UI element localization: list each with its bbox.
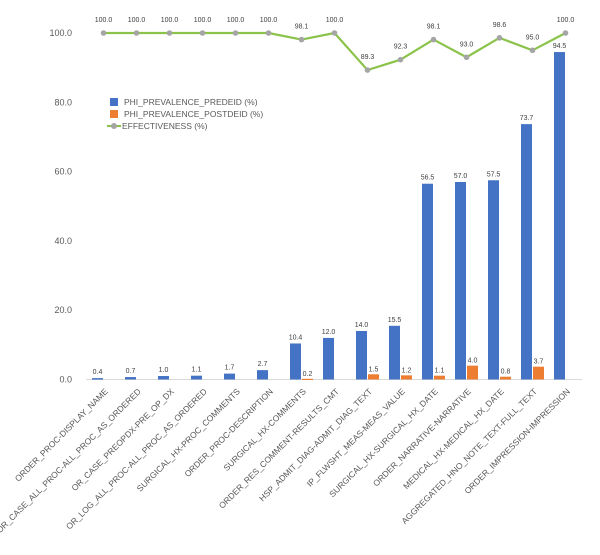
legend-swatch-predeid [110, 98, 118, 106]
bar-predeid[interactable] [125, 377, 136, 380]
bar-predeid[interactable] [290, 343, 301, 380]
effectiveness-label: 95.0 [526, 34, 540, 41]
bar-postdeid[interactable] [401, 375, 412, 380]
bar-postdeid[interactable] [434, 375, 445, 380]
bar-label-postdeid: 1.2 [402, 367, 412, 374]
bar-label-predeid: 15.5 [388, 317, 402, 324]
bar-predeid[interactable] [92, 378, 103, 380]
bar-postdeid[interactable] [467, 365, 478, 380]
legend-label-postdeid: PHI_PREVALENCE_POSTDEID (%) [124, 109, 264, 119]
effectiveness-label: 100.0 [227, 17, 245, 24]
bar-predeid[interactable] [323, 337, 334, 380]
effectiveness-label: 98.1 [295, 24, 309, 31]
bar-predeid[interactable] [158, 376, 169, 380]
bar-label-predeid: 1.1 [192, 367, 202, 374]
bar-predeid[interactable] [521, 124, 532, 380]
effectiveness-point[interactable] [232, 30, 239, 36]
legend-swatch-effectiveness [107, 123, 121, 129]
legend-label-effectiveness: EFFECTIVENESS (%) [122, 121, 208, 131]
bar-postdeid[interactable] [302, 378, 313, 381]
bar-predeid[interactable] [488, 180, 499, 380]
effectiveness-point[interactable] [364, 67, 371, 73]
bar-label-predeid: 14.0 [355, 322, 369, 329]
bar-label-postdeid: 4.0 [468, 358, 478, 365]
bar-label-postdeid: 1.5 [369, 366, 379, 373]
effectiveness-label: 100.0 [194, 17, 212, 24]
effectiveness-point[interactable] [133, 30, 140, 36]
effectiveness-point[interactable] [265, 30, 272, 36]
bar-predeid[interactable] [224, 373, 235, 380]
effectiveness-line-layer: 100.0 100.0 100.0 100.0 100.0 100.0 98.1 100.0 8… [95, 17, 575, 73]
legend-label-predeid: PHI_PREVALENCE_PREDEID (%) [124, 97, 258, 107]
bar-label-predeid: 1.0 [159, 367, 169, 374]
effectiveness-point[interactable] [100, 30, 107, 36]
x-labels-layer: ORDER_PROC-DISPLAY_NAMEOR_CASE_ALL_PROC-… [0, 386, 572, 535]
effectiveness-point[interactable] [430, 36, 437, 43]
effectiveness-label: 98.6 [493, 22, 507, 29]
bar-label-predeid: 94.5 [553, 43, 567, 50]
effectiveness-label: 100.0 [260, 17, 278, 24]
effectiveness-label: 100.0 [557, 17, 575, 24]
bar-predeid[interactable] [455, 181, 466, 380]
bar-label-predeid: 12.0 [322, 329, 336, 336]
bar-label-predeid: 57.5 [487, 171, 501, 178]
bar-label-predeid: 0.4 [93, 369, 103, 376]
effectiveness-point[interactable] [331, 30, 338, 36]
bar-predeid[interactable] [422, 183, 433, 380]
bar-predeid[interactable] [257, 370, 268, 380]
bar-label-predeid: 57.0 [454, 173, 468, 180]
bar-labels-layer: 0.4 0.7 1.0 1.1 1.7 2.7 10.4 0.2 12.0 14.0 1.5 15.5… [93, 43, 567, 378]
effectiveness-label: 100.0 [95, 17, 113, 24]
effectiveness-point[interactable] [529, 47, 536, 54]
bar-predeid[interactable] [356, 330, 367, 380]
bar-postdeid[interactable] [533, 366, 544, 380]
bars-layer [92, 52, 565, 381]
bar-label-postdeid: 0.8 [501, 369, 511, 376]
legend: PHI_PREVALENCE_PREDEID (%) PHI_PREVALENC… [107, 96, 263, 132]
y-tick-label: 100.0 [49, 28, 72, 38]
effectiveness-label: 89.3 [361, 54, 375, 61]
effectiveness-point[interactable] [397, 56, 404, 63]
y-tick-label: 80.0 [54, 97, 72, 107]
y-tick-label: 40.0 [54, 236, 72, 246]
legend-item-effectiveness[interactable]: EFFECTIVENESS (%) [107, 120, 263, 132]
bar-label-predeid: 2.7 [258, 361, 268, 368]
bar-predeid[interactable] [389, 325, 400, 380]
y-tick-label: 60.0 [54, 167, 72, 177]
effectiveness-point[interactable] [463, 54, 470, 61]
bar-label-predeid: 0.7 [126, 368, 136, 375]
bar-label-predeid: 56.5 [421, 175, 435, 182]
legend-item-predeid[interactable]: PHI_PREVALENCE_PREDEID (%) [110, 96, 263, 108]
bar-predeid[interactable] [191, 375, 202, 380]
bar-postdeid[interactable] [368, 374, 379, 380]
effectiveness-point[interactable] [166, 30, 173, 36]
effectiveness-label: 100.0 [326, 17, 344, 24]
bar-label-predeid: 10.4 [289, 334, 303, 341]
x-tick-label: OR_CASE_ALL_PROC-ALL_PROC_AS_ORDERED [0, 386, 143, 535]
effectiveness-point[interactable] [199, 30, 206, 36]
bar-label-postdeid: 1.1 [435, 368, 445, 375]
legend-item-postdeid[interactable]: PHI_PREVALENCE_POSTDEID (%) [110, 108, 263, 120]
bar-label-postdeid: 3.7 [534, 359, 544, 366]
effectiveness-line [103, 31, 567, 72]
y-tick-label: 0.0 [59, 375, 72, 385]
bar-label-predeid: 73.7 [520, 115, 534, 122]
y-axis: 0.0 20.0 40.0 60.0 80.0 100.0 [49, 28, 72, 385]
effectiveness-label: 93.0 [460, 41, 474, 48]
bar-postdeid[interactable] [500, 376, 511, 380]
effectiveness-point[interactable] [562, 30, 569, 36]
bar-label-predeid: 1.7 [225, 365, 235, 372]
effectiveness-label: 92.3 [394, 44, 408, 51]
effectiveness-label: 100.0 [128, 17, 146, 24]
effectiveness-label: 98.1 [427, 24, 441, 31]
effectiveness-point[interactable] [298, 36, 305, 43]
x-tick-label: ORDER_RES_COMMENT-RESULTS_CMT [217, 386, 341, 510]
effectiveness-point[interactable] [496, 35, 503, 41]
legend-swatch-postdeid [110, 110, 118, 118]
y-tick-label: 20.0 [54, 305, 72, 315]
effectiveness-label: 100.0 [161, 17, 179, 24]
bar-predeid[interactable] [554, 52, 565, 380]
bar-label-postdeid: 0.2 [303, 371, 313, 378]
